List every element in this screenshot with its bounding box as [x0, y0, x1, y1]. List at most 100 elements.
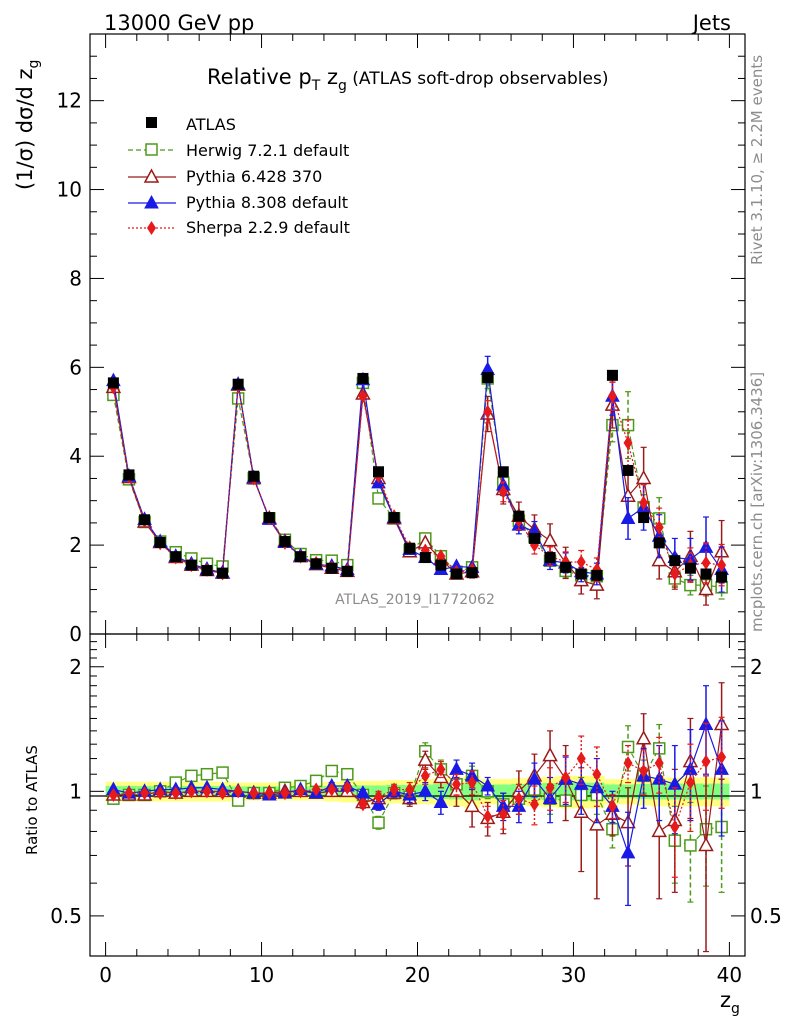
- ratio-point-sherpa: [389, 782, 399, 797]
- ratio-point-sherpa: [592, 767, 602, 782]
- ratio-point-pythia6: [651, 822, 667, 838]
- ratio-point-sherpa: [358, 797, 368, 812]
- main-line-herwig: [112, 378, 722, 588]
- x-tick-label: 0: [99, 963, 112, 987]
- ratio-point-herwig: [372, 816, 385, 829]
- main-point-atlas: [497, 466, 509, 478]
- ratio-point-sherpa: [171, 786, 181, 801]
- main-point-atlas: [575, 568, 587, 580]
- main-point-pythia8: [698, 539, 714, 553]
- ratio-point-herwig: [325, 764, 338, 778]
- ratio-series-sherpa: [108, 716, 727, 878]
- main-point-atlas: [185, 559, 197, 571]
- main-point-atlas: [404, 542, 416, 554]
- main-point-atlas: [466, 567, 478, 579]
- ratio-point-sherpa: [233, 784, 243, 799]
- x-tick-label: 10: [249, 963, 274, 987]
- main-point-sherpa: [576, 555, 586, 569]
- ratio-point-sherpa: [514, 791, 524, 806]
- ratio-point-sherpa: [296, 784, 306, 799]
- ratio-point-pythia8: [480, 777, 496, 792]
- main-point-herwig: [231, 392, 245, 405]
- ratio-point-sherpa: [280, 786, 290, 801]
- main-point-atlas: [170, 551, 182, 563]
- ratio-point-herwig: [185, 769, 198, 783]
- ratio-point-sherpa: [420, 768, 430, 783]
- y-tick-label: 6: [69, 355, 82, 379]
- main-point-atlas: [107, 377, 119, 389]
- ratio-line-pythia6: [113, 724, 723, 846]
- legend-marker-pythia8: [144, 194, 159, 209]
- legend-entry-pythia8: Pythia 8.308 default: [128, 193, 348, 212]
- main-point-atlas: [700, 568, 712, 580]
- legend-entry-atlas: ATLAS: [146, 115, 236, 134]
- main-point-atlas: [154, 536, 166, 548]
- main-point-atlas: [373, 466, 385, 478]
- main-point-sherpa: [623, 435, 633, 450]
- ratio-point-sherpa: [654, 756, 664, 771]
- legend-label-atlas: ATLAS: [186, 115, 236, 134]
- ratio-point-sherpa: [685, 775, 695, 790]
- main-series-marks: [105, 355, 730, 606]
- ratio-point-sherpa: [670, 819, 680, 834]
- main-point-herwig: [372, 492, 385, 505]
- ratio-point-sherpa: [561, 770, 571, 785]
- ratio-point-sherpa: [155, 786, 165, 801]
- ratio-point-pythia8: [417, 783, 433, 797]
- ratio-point-sherpa: [202, 784, 212, 799]
- main-series-atlas: [107, 369, 728, 583]
- main-series-sherpa: [108, 378, 727, 587]
- main-line-pythia6: [112, 385, 723, 592]
- ratio-point-sherpa: [108, 787, 118, 802]
- ratio-point-sherpa: [483, 809, 493, 824]
- main-point-atlas: [606, 369, 618, 381]
- y-tick-label: 12: [57, 89, 82, 113]
- ratio-point-sherpa: [327, 782, 337, 797]
- ratio-line-sherpa: [113, 756, 722, 830]
- ratio-point-pythia8: [573, 776, 589, 790]
- main-point-sherpa: [358, 389, 368, 404]
- ratio-point-pythia6: [542, 747, 558, 762]
- ratio-point-sherpa: [140, 786, 150, 801]
- ratio-point-sherpa: [218, 786, 228, 801]
- main-point-atlas: [450, 568, 462, 580]
- ratio-point-pythia6: [635, 730, 652, 745]
- ratio-point-sherpa: [436, 762, 446, 777]
- main-point-atlas: [326, 562, 338, 574]
- legend-label-sherpa: Sherpa 2.2.9 default: [186, 218, 350, 237]
- legend: ATLAS Herwig 7.2.1 default Pythia 6.428 …: [128, 115, 350, 237]
- main-point-atlas: [653, 537, 665, 549]
- ratio-point-sherpa: [405, 782, 415, 797]
- legend-label-pythia8: Pythia 8.308 default: [186, 193, 348, 212]
- main-point-atlas: [419, 552, 431, 564]
- ratio-line-pythia8: [113, 722, 723, 856]
- legend-label-herwig: Herwig 7.2.1 default: [186, 141, 349, 160]
- ratio-y-axis-title: Ratio to ATLAS: [23, 745, 41, 855]
- ratio-point-pythia8: [449, 761, 464, 775]
- main-point-sherpa: [670, 567, 680, 581]
- ratio-point-sherpa: [576, 751, 586, 766]
- ratio-point-sherpa: [498, 807, 508, 822]
- main-point-atlas: [528, 532, 540, 544]
- ratio-point-pythia6: [417, 751, 434, 766]
- legend-entry-pythia6: Pythia 6.428 370: [128, 167, 322, 186]
- legend-marker-pythia6: [143, 168, 160, 183]
- ratio-tick-label-right: 2: [750, 655, 763, 679]
- legend-marker-sherpa: [147, 221, 156, 235]
- main-point-atlas: [201, 564, 213, 576]
- main-point-pythia6: [698, 580, 714, 596]
- y-tick-label: 4: [69, 444, 82, 468]
- main-point-sherpa: [717, 558, 727, 573]
- ratio-series-marks: [105, 682, 730, 953]
- ratio-tick-label-right: 0.5: [750, 904, 782, 928]
- ratio-point-sherpa: [451, 777, 461, 792]
- main-point-atlas: [248, 470, 260, 482]
- ratio-point-herwig: [684, 839, 697, 852]
- main-point-atlas: [388, 512, 400, 524]
- ratio-point-sherpa: [374, 789, 384, 804]
- main-point-atlas: [295, 551, 307, 563]
- ratio-point-pythia6: [433, 768, 449, 784]
- ratio-point-sherpa: [342, 780, 352, 795]
